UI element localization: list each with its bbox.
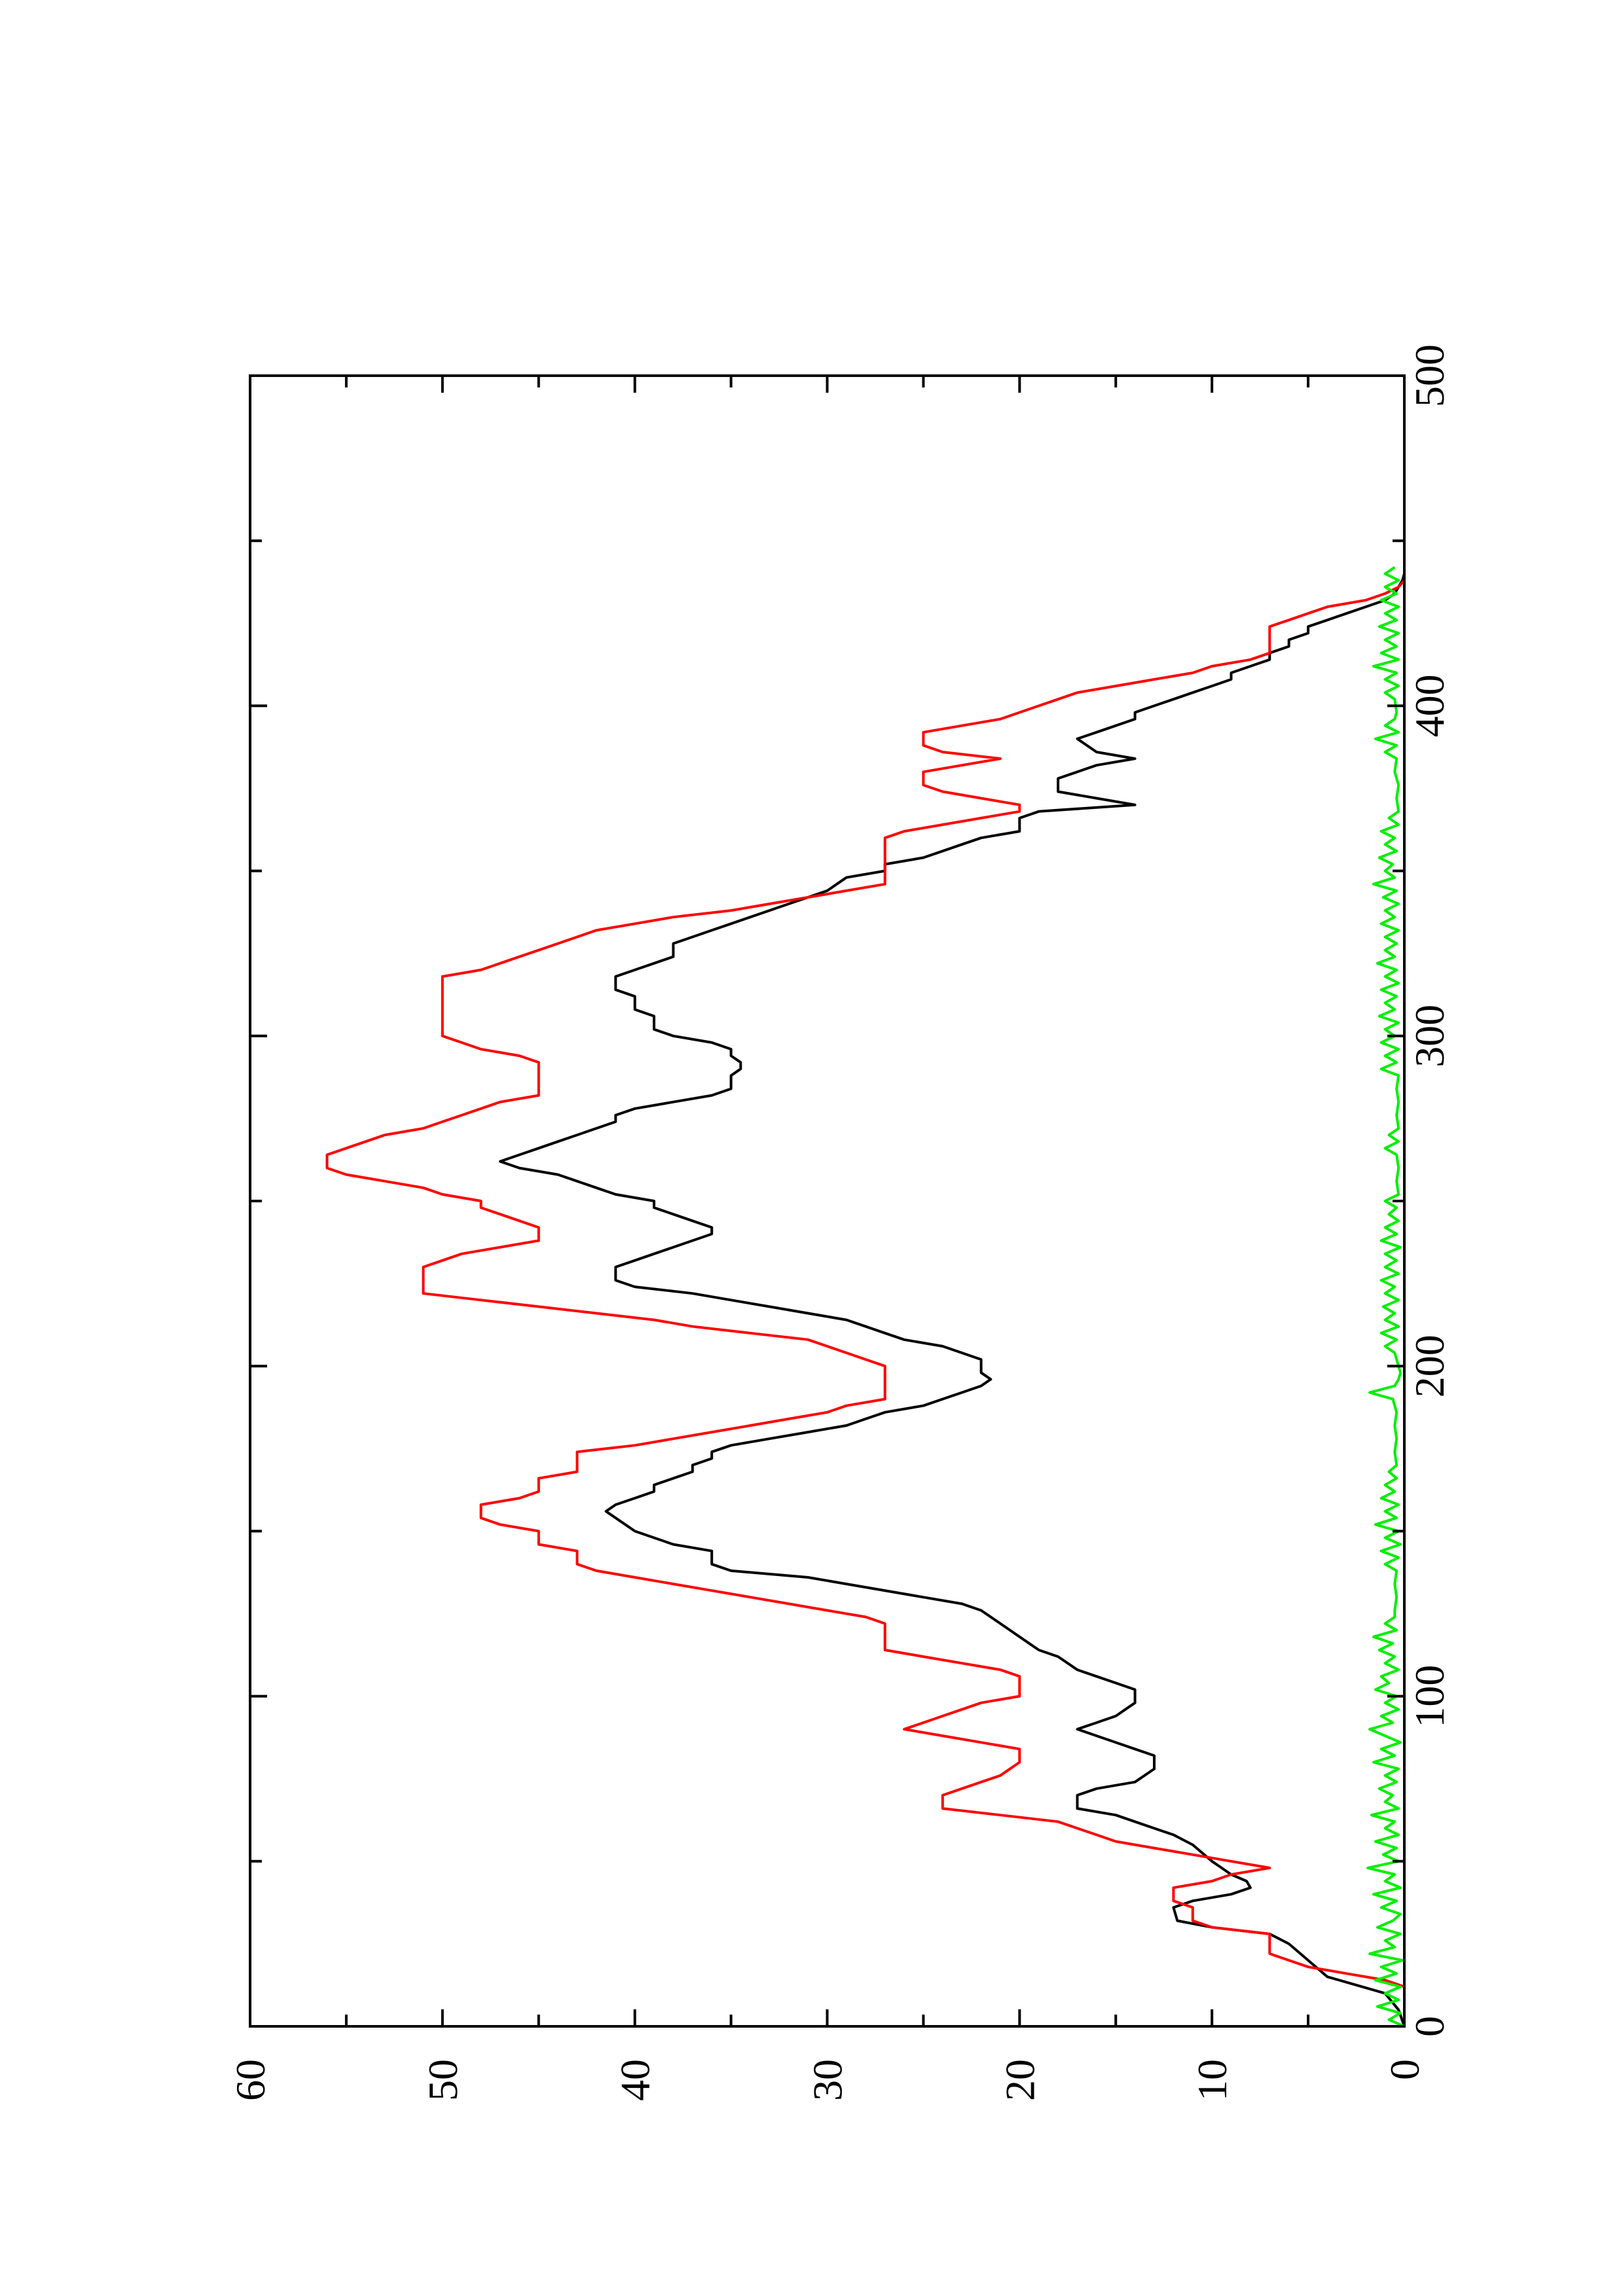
x-tick-label: 300 xyxy=(1406,1005,1453,1067)
x-tick-label: 500 xyxy=(1406,344,1453,407)
y-tick-label: 60 xyxy=(227,2059,274,2101)
x-tick-label: 400 xyxy=(1406,674,1453,737)
series-line-1 xyxy=(499,573,1406,2027)
series-line-2 xyxy=(325,579,1406,2026)
tick-labels-layer: 0 100 200 300 400 500 0 10 20 30 40 50 60 xyxy=(227,344,1453,2101)
ticks-layer xyxy=(249,374,1406,2028)
x-tick-label: 100 xyxy=(1406,1665,1453,1728)
series-line-3 xyxy=(1366,565,1405,2028)
y-tick-label: 10 xyxy=(1189,2059,1235,2101)
x-tick-label: 200 xyxy=(1406,1335,1453,1397)
y-tick-label: 0 xyxy=(1381,2059,1428,2080)
y-tick-label: 50 xyxy=(420,2059,466,2101)
plot-frame xyxy=(249,374,1406,2028)
y-tick-label: 20 xyxy=(996,2059,1043,2101)
x-tick-label: 0 xyxy=(1406,2016,1453,2037)
series-layer xyxy=(325,565,1406,2028)
y-tick-label: 40 xyxy=(612,2059,659,2101)
y-tick-label: 30 xyxy=(805,2059,851,2101)
